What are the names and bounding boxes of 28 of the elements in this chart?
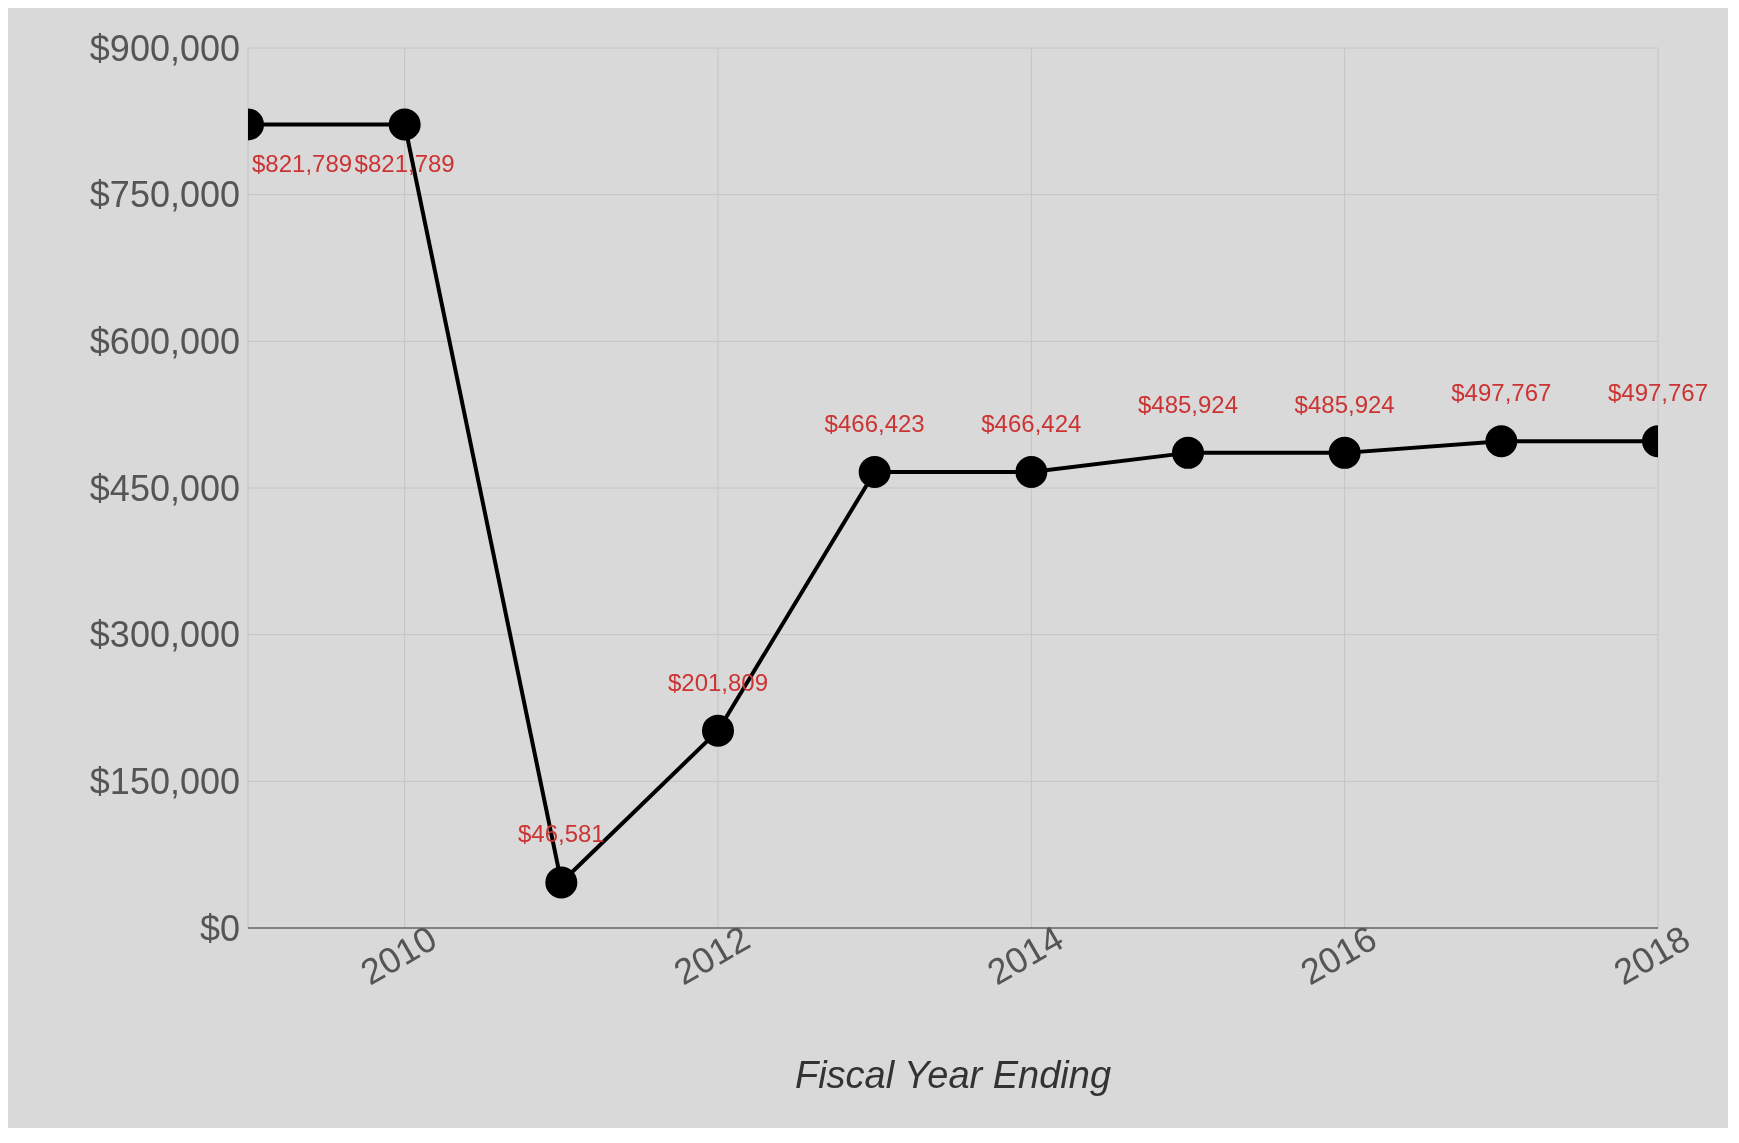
- y-tick-label: $600,000: [89, 321, 240, 363]
- x-tick-label: 2010: [353, 917, 444, 993]
- point: [388, 108, 421, 141]
- y-tick-label: $900,000: [89, 27, 240, 69]
- data-label: $497,767: [1451, 379, 1552, 407]
- data-label: $497,767: [1607, 379, 1709, 407]
- point: [1015, 455, 1048, 488]
- point: [1328, 436, 1361, 469]
- y-tick-label: $750,000: [89, 174, 240, 216]
- data-label: $466,424: [981, 409, 1082, 437]
- y-tick-label: $300,000: [89, 614, 240, 656]
- y-tick-label: $0: [199, 907, 240, 949]
- y-tick-label: $450,000: [89, 467, 240, 509]
- x-tick-label: 2012: [666, 917, 757, 993]
- x-tick-label: 2014: [980, 917, 1071, 993]
- point: [1172, 436, 1204, 469]
- point: [702, 714, 734, 747]
- data-label: $485,924: [1137, 390, 1239, 418]
- point: [545, 866, 578, 899]
- x-tick-label: 2018: [1606, 917, 1697, 993]
- point: [1485, 425, 1518, 458]
- data-label: $485,924: [1294, 390, 1395, 418]
- x-tick-label: 2016: [1293, 917, 1384, 993]
- y-tick-label: $150,000: [89, 761, 240, 803]
- data-label: $821,789: [252, 150, 353, 178]
- x-axis-title: Fiscal Year Ending: [794, 1054, 1112, 1096]
- point: [858, 455, 891, 488]
- data-label: $466,423: [824, 409, 925, 437]
